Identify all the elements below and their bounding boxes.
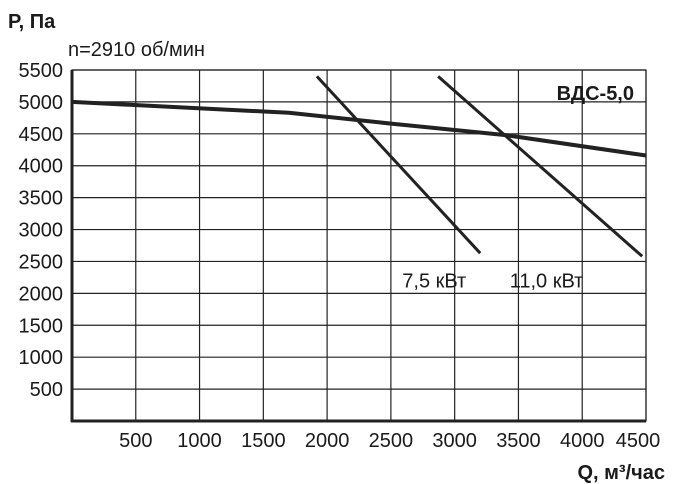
power-annotation: 7,5 кВт — [402, 271, 466, 293]
y-tick-label: 500 — [30, 379, 63, 401]
x-tick-label: 2000 — [305, 430, 350, 452]
power-annotation: 11,0 кВт — [510, 271, 584, 293]
x-axis-label: Q, м³/час — [577, 462, 665, 484]
fan-curve-line — [71, 99, 647, 158]
x-tick-label: 1000 — [177, 430, 222, 452]
y-tick-label: 4500 — [19, 124, 64, 146]
x-tick-label: 3500 — [496, 430, 541, 452]
power-line — [437, 75, 644, 258]
y-tick-label: 3500 — [19, 188, 64, 210]
y-axis-label: Р, Па — [8, 11, 56, 33]
y-tick-label: 1000 — [19, 347, 64, 369]
x-tick-label: 4500 — [616, 430, 661, 452]
series — [71, 75, 647, 258]
y-tick-label: 5500 — [19, 60, 64, 82]
x-tick-label: 1500 — [241, 430, 286, 452]
power-line — [315, 75, 482, 255]
y-tick-label: 5000 — [19, 92, 64, 114]
x-tick-label: 3000 — [432, 430, 477, 452]
y-tick-label: 2000 — [19, 283, 64, 305]
y-tick-label: 4000 — [19, 156, 64, 178]
x-tick-label: 2500 — [369, 430, 414, 452]
annotations: 7,5 кВт 11,0 кВт — [402, 271, 583, 293]
chart-subtitle: n=2910 об/мин — [68, 39, 205, 61]
tick-labels: 500 1000 1500 2000 2500 3000 3500 4000 4500 500 10… — [19, 60, 661, 452]
y-tick-label: 1500 — [19, 315, 64, 337]
x-tick-label: 4000 — [560, 430, 605, 452]
chart-title: ВДС-5,0 — [557, 83, 634, 105]
y-tick-label: 3000 — [19, 220, 64, 242]
y-tick-label: 2500 — [19, 251, 64, 273]
x-tick-label: 500 — [119, 430, 152, 452]
